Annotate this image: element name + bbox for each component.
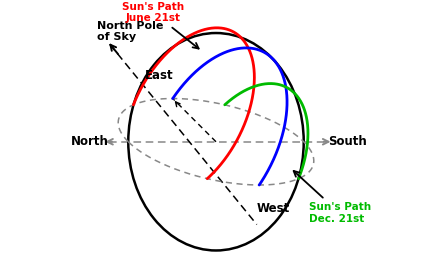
Text: Sun's Path
Dec. 21st: Sun's Path Dec. 21st xyxy=(294,171,371,224)
Text: West: West xyxy=(256,202,289,215)
Text: Sun's Path
June 21st: Sun's Path June 21st xyxy=(122,2,199,49)
Text: South: South xyxy=(328,135,367,148)
Text: North Pole
of Sky: North Pole of Sky xyxy=(97,21,164,42)
Text: North: North xyxy=(71,135,108,148)
Text: East: East xyxy=(145,69,174,82)
